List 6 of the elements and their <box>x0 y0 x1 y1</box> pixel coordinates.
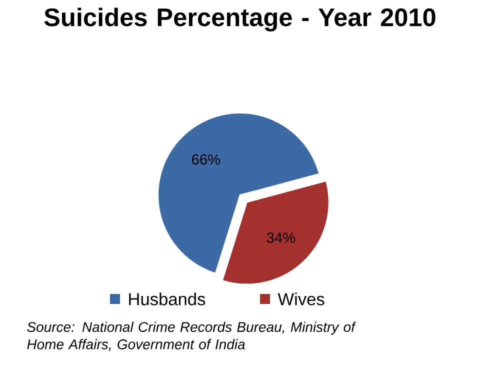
legend-label: Husbands <box>129 292 206 306</box>
source-note: Source: National Crime Records Bureau, Ministry of Home Affairs, Government of India <box>27 322 356 351</box>
legend-label: Wives <box>278 292 324 306</box>
chart-title: Suicides Percentage - Year 2010 <box>44 8 436 32</box>
data-label: 34% <box>266 232 296 243</box>
data-label: 66% <box>192 154 220 165</box>
